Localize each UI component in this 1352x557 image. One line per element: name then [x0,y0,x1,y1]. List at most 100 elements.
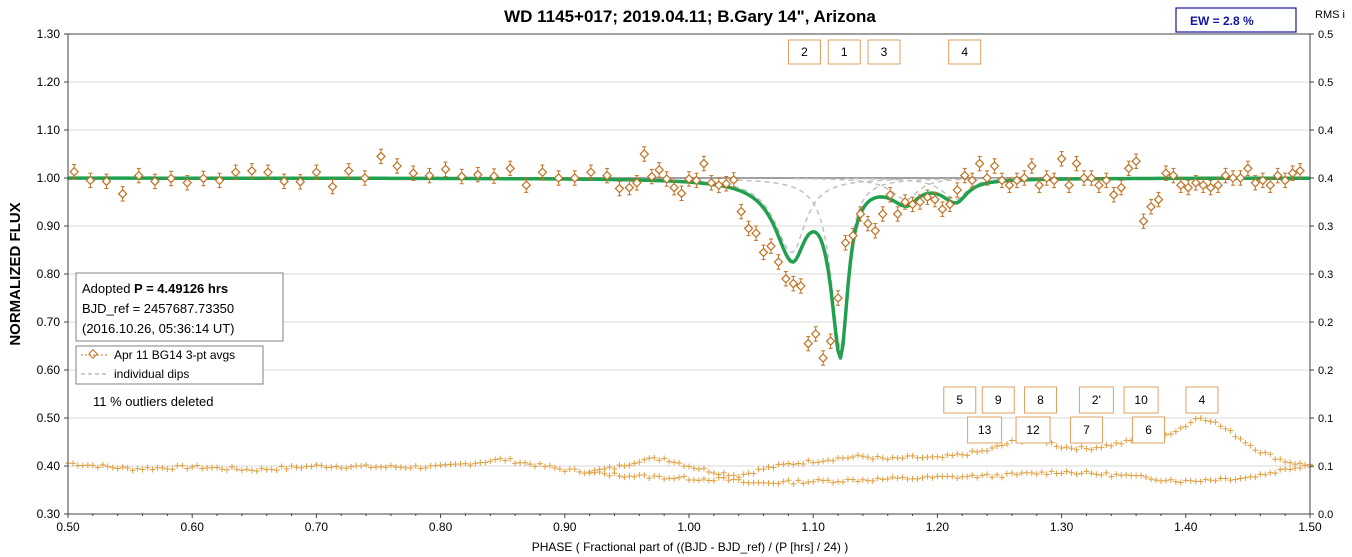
data-point [1019,173,1030,183]
rms-upper-point [134,465,141,472]
rms-lower-point [1152,477,1159,484]
data-point [1049,175,1059,186]
rms-lower-point [720,474,727,481]
rms-upper-point [407,464,414,471]
rms-lower-point [949,473,956,480]
x-tick-label: 0.90 [553,520,577,534]
rms-upper-point [502,457,509,464]
rms-upper-point [238,467,245,474]
rms-upper-point [308,463,315,470]
y-tick-label: 0.40 [37,459,61,473]
rms-lower-point [631,473,638,480]
rms-lower-point [1207,477,1214,484]
individual-dip-curve [728,178,953,352]
rms-upper-point [844,455,851,462]
data-point [1183,182,1194,193]
rms-lower-point [1008,470,1015,477]
dip-label-top-box [948,39,982,65]
data-point [1026,161,1037,171]
rms-upper-point [189,464,196,471]
data-point [1280,175,1291,186]
rms-lower-point [1078,470,1085,477]
rms-upper-point [859,453,866,460]
data-point [825,336,836,347]
dip-label-row2: 12 [1026,423,1040,437]
rms-upper-point [874,453,881,460]
rms-lower-point [1252,474,1259,481]
rms-lower-point [710,477,717,484]
rms-upper-point [149,466,156,473]
rms-upper-point [919,454,926,461]
data-point [408,168,419,179]
rms-lower-point [661,476,668,483]
y2-tick-label: 0.3 [1318,269,1333,281]
data-point [1235,173,1246,183]
rms-lower-point [621,474,628,481]
data-point [736,206,747,217]
rms-lower-point [1058,470,1065,477]
rms-lower-point [929,474,936,481]
rms-upper-point [541,463,548,470]
y2-tick-label: 0.3 [1318,221,1333,233]
rms-upper-point [492,456,499,463]
data-point [359,173,370,183]
rms-lower-point [785,477,792,484]
rms-upper-point [258,465,265,472]
data-point [1153,194,1164,205]
y2-tick-label: 0.4 [1318,125,1333,137]
rms-lower-point [725,477,732,484]
rms-upper-point [512,460,519,467]
rms-lower-point [1237,475,1244,482]
data-point [870,225,881,236]
rms-upper-point [879,455,886,462]
rms-upper-point [119,464,126,471]
data-point [101,176,112,187]
rms-lower-point [1262,471,1269,478]
data-point [862,218,873,229]
rms-lower-point [1212,477,1219,484]
rms-upper-point [869,456,876,463]
rms-upper-point [810,459,817,466]
dip-label-row2-box [967,416,1003,444]
rms-upper-point [1088,446,1095,453]
data-point [569,173,580,183]
rms-upper-point [487,458,494,465]
rms-upper-point [1242,439,1249,446]
rms-upper-point [1063,444,1070,451]
data-point [614,183,625,194]
info-box: Adopted P = 4.49126 hrs BJD_ref = 245768… [75,272,284,342]
data-point [713,180,724,191]
data-point [1228,173,1238,183]
data-point [424,170,435,181]
data-point [773,257,784,267]
rms-upper-point [686,463,692,470]
y-tick-label: 0.30 [37,507,61,521]
y-tick-label: 1.30 [37,27,61,41]
data-point [1041,173,1052,183]
rms-upper-point [780,461,787,468]
rms-lower-point [1098,472,1105,479]
y2-tick-label: 0.2 [1318,365,1333,377]
rms-upper-point [641,456,648,463]
data-point [505,163,516,174]
data-point [166,173,176,184]
dip-label-top-box [827,39,861,65]
rms-upper-point [184,465,191,472]
data-point [150,176,160,187]
data-point [691,175,702,186]
rms-upper-point [1187,419,1194,426]
legend-dips-label: individual dips [114,367,189,381]
rms-upper-point [710,470,717,477]
data-point [728,175,739,185]
rms-upper-point [497,455,504,462]
dip-label-row1: 5 [956,393,963,407]
data-point [1086,173,1097,183]
rms-upper-point [989,444,996,451]
data-point [624,182,635,193]
rms-upper-point [1103,442,1110,449]
data-point [892,209,903,219]
rms-upper-point [666,458,673,465]
data-point [214,175,225,186]
rms-lower-point [1048,468,1055,475]
data-point [840,237,851,248]
